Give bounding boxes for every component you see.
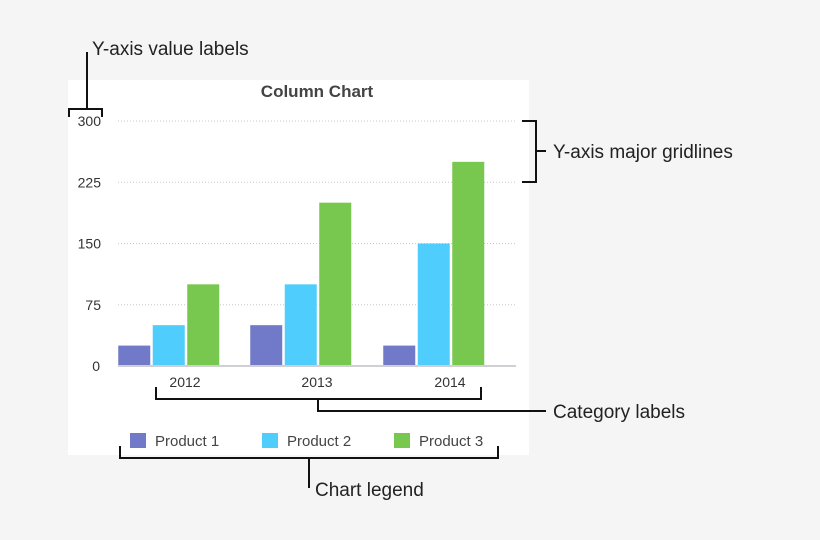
- annotation-text: Category labels: [553, 402, 685, 423]
- legend-swatch: [262, 433, 278, 448]
- y-tick-label: 0: [92, 358, 100, 374]
- annotation-text: Y-axis major gridlines: [553, 142, 733, 163]
- bar-product-3-2012: [187, 284, 220, 366]
- bar-product-2-2012: [152, 325, 185, 366]
- category-labels: 2012 2013 2014: [169, 374, 465, 390]
- annotation-text: Y-axis value labels: [92, 39, 249, 60]
- annotation-y-axis-labels: Y-axis value labels: [68, 39, 249, 117]
- category-label: 2014: [434, 374, 465, 390]
- legend-label: Product 3: [419, 433, 483, 450]
- bar-product-1-2013: [250, 325, 283, 366]
- y-tick-label: 150: [78, 236, 102, 252]
- category-label: 2013: [301, 374, 332, 390]
- bar-product-1-2014: [383, 345, 416, 366]
- bar-product-2-2014: [417, 243, 450, 366]
- legend-swatch: [130, 433, 146, 448]
- annotation-category-labels: Category labels: [155, 387, 685, 423]
- y-tick-label: 225: [78, 174, 102, 190]
- bar-product-3-2013: [319, 202, 352, 366]
- legend-swatch: [394, 433, 410, 448]
- category-label: 2012: [169, 374, 200, 390]
- bar-product-3-2014: [452, 161, 485, 366]
- legend-label: Product 1: [155, 433, 219, 450]
- bar-product-2-2013: [284, 284, 317, 366]
- bars: [118, 161, 485, 366]
- annotation-chart-legend: Chart legend: [119, 446, 499, 501]
- legend-label: Product 2: [287, 433, 351, 450]
- y-tick-label: 75: [85, 297, 101, 313]
- gridlines: [118, 120, 516, 306]
- annotation-y-gridlines: Y-axis major gridlines: [522, 120, 733, 183]
- bar-product-1-2012: [118, 345, 151, 366]
- chart-legend: Product 1 Product 2 Product 3: [130, 433, 483, 450]
- chart-panel: [68, 80, 529, 455]
- annotation-text: Chart legend: [315, 480, 424, 501]
- chart-title: Column Chart: [261, 82, 374, 101]
- y-tick-label: 300: [78, 113, 102, 129]
- y-axis-labels: 0 75 150 225 300: [78, 113, 102, 374]
